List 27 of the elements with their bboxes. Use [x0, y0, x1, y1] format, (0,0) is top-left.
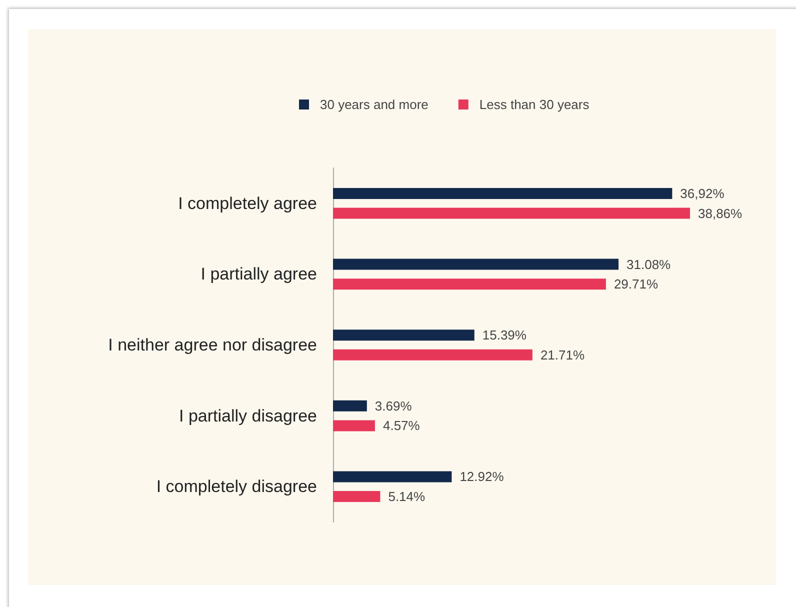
- y-tick-label: I completely agree: [178, 194, 317, 213]
- data-label: 38,86%: [698, 206, 743, 221]
- data-label: 21.71%: [540, 347, 585, 362]
- bar: [333, 349, 532, 360]
- bar: [333, 330, 474, 341]
- bar: [333, 400, 367, 412]
- bar: [333, 208, 690, 219]
- data-label: 5.14%: [388, 489, 426, 504]
- y-tick-label: I neither agree nor disagree: [108, 336, 317, 354]
- y-tick-label: I completely disagree: [156, 477, 317, 496]
- bar: [333, 278, 606, 290]
- y-tick-label: I partially agree: [200, 264, 317, 284]
- bar: [333, 471, 452, 482]
- data-label: 15.39%: [482, 328, 527, 343]
- legend-label: Less than 30 years: [479, 97, 590, 112]
- data-label: 31.08%: [626, 256, 672, 272]
- data-label: 12.92%: [460, 469, 504, 484]
- legend-label: 30 years and more: [320, 97, 428, 112]
- data-label: 3.69%: [374, 398, 412, 414]
- bar: [333, 420, 375, 432]
- bar: [333, 258, 619, 270]
- bar: [333, 491, 380, 502]
- bar: [333, 188, 672, 199]
- data-label: 36,92%: [680, 186, 725, 201]
- data-label: 29.71%: [614, 276, 658, 292]
- data-label: 4.57%: [382, 418, 420, 434]
- y-tick-label: I partially disagree: [179, 406, 317, 426]
